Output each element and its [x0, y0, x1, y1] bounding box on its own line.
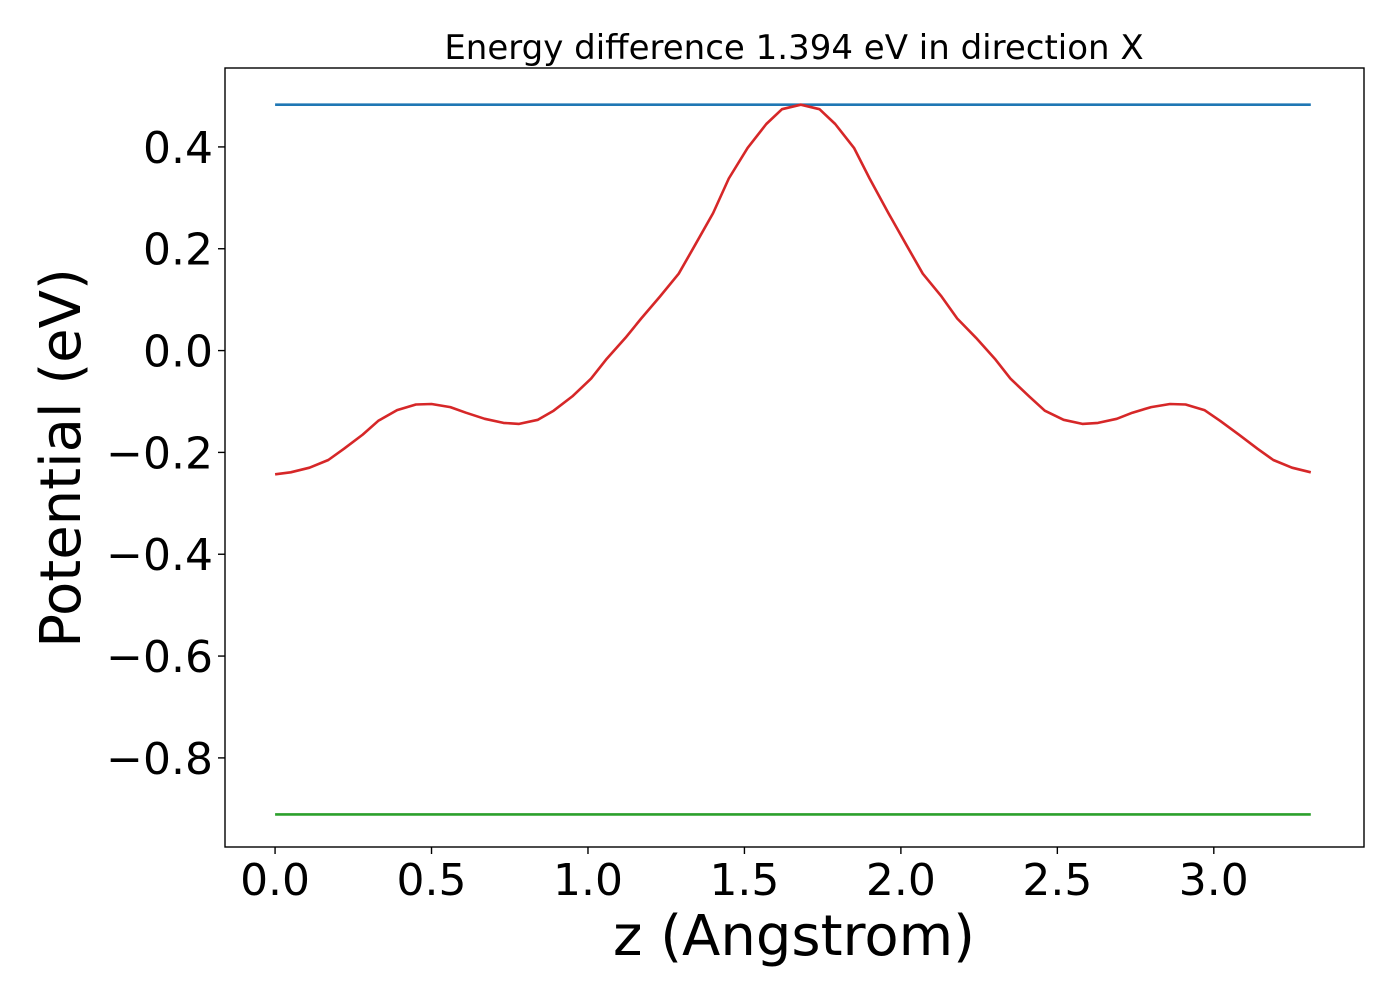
x-axis: 0.0 0.5 1.0 1.5 2.0 2.5 3.0: [240, 847, 1249, 906]
plot-frame: [224, 67, 1365, 848]
y-axis-title: Potential (eV): [29, 268, 94, 648]
y-tick-label: −0.4: [106, 530, 213, 581]
x-tick-label: 1.0: [553, 855, 623, 906]
y-tick-label: 0.0: [143, 327, 213, 378]
x-tick-label: 3.0: [1179, 855, 1249, 906]
series-line-1: [274, 103, 1312, 476]
y-axis: 0.4 0.2 0.0 −0.2 −0.4 −0.6 −0.8: [106, 123, 225, 785]
x-tick-label: 2.0: [866, 855, 936, 906]
x-tick-label: 0.0: [240, 855, 310, 906]
y-tick-label: −0.6: [106, 632, 213, 683]
x-tick-label: 0.5: [397, 855, 467, 906]
plot-area: [274, 103, 1312, 816]
chart-title: Energy difference 1.394 eV in direction …: [444, 28, 1143, 68]
x-axis-title: z (Angstrom): [613, 904, 975, 969]
x-tick-label: 1.5: [709, 855, 779, 906]
y-tick-label: 0.2: [143, 225, 213, 276]
y-tick-label: 0.4: [143, 123, 213, 174]
x-tick-label: 2.5: [1022, 855, 1092, 906]
y-tick-label: −0.8: [106, 734, 213, 785]
y-tick-label: −0.2: [106, 428, 213, 479]
